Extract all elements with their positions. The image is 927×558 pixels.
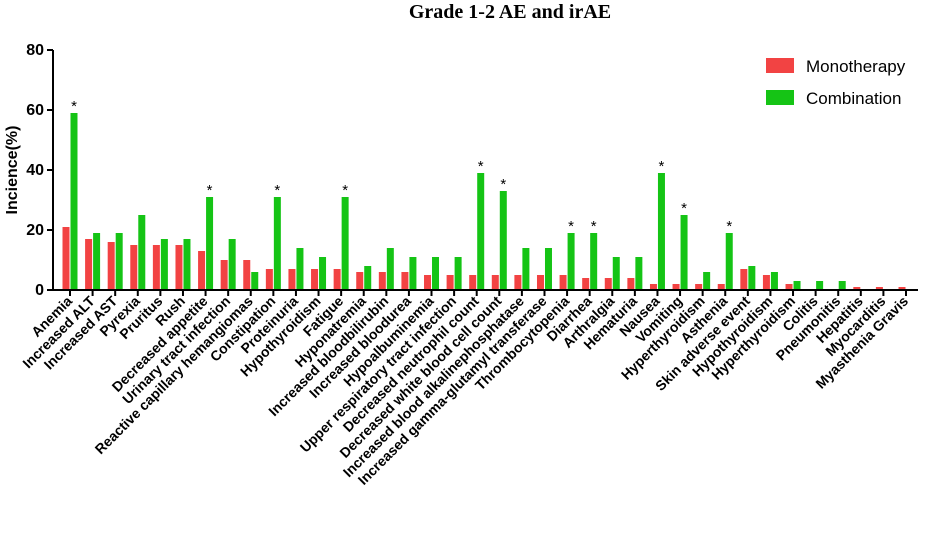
y-tick-label: 60: [26, 102, 44, 119]
bar-combination: [70, 113, 78, 290]
legend-label-combination: Combination: [806, 89, 901, 108]
legend-label-monotherapy: Monotherapy: [806, 57, 906, 76]
bar-monotherapy: [559, 275, 567, 290]
bar-monotherapy: [898, 287, 906, 290]
bar-monotherapy: [491, 275, 499, 290]
bar-combination: [748, 266, 756, 290]
significance-star: *: [659, 158, 665, 175]
significance-star: *: [726, 218, 732, 235]
significance-star: *: [500, 176, 506, 193]
legend-swatch-monotherapy: [766, 58, 794, 73]
bar-monotherapy: [198, 251, 206, 290]
bar-combination: [386, 248, 394, 290]
bar-monotherapy: [536, 275, 544, 290]
bar-combination: [635, 257, 643, 290]
bar-monotherapy: [649, 284, 657, 290]
bar-combination: [93, 233, 101, 290]
bar-combination: [567, 233, 575, 290]
y-tick-label: 0: [35, 282, 44, 299]
bar-monotherapy: [604, 278, 612, 290]
bar-monotherapy: [288, 269, 296, 290]
significance-star: *: [568, 218, 574, 235]
bar-monotherapy: [582, 278, 590, 290]
bar-combination: [454, 257, 462, 290]
bar-combination: [590, 233, 598, 290]
significance-star: *: [342, 182, 348, 199]
significance-star: *: [478, 158, 484, 175]
significance-star: *: [591, 218, 597, 235]
y-tick-label: 20: [26, 222, 44, 239]
bar-combination: [432, 257, 440, 290]
y-tick-label: 40: [26, 162, 44, 179]
bar-combination: [793, 281, 801, 290]
bar-monotherapy: [717, 284, 725, 290]
y-tick-label: 80: [26, 42, 44, 59]
bar-monotherapy: [740, 269, 748, 290]
bar-combination: [703, 272, 711, 290]
bar-combination: [341, 197, 349, 290]
bar-combination: [612, 257, 620, 290]
bars-group: [62, 113, 906, 290]
bar-monotherapy: [853, 287, 861, 290]
bar-monotherapy: [175, 245, 183, 290]
bar-monotherapy: [107, 242, 115, 290]
bar-monotherapy: [875, 287, 883, 290]
bar-combination: [183, 239, 191, 290]
bar-combination: [319, 257, 327, 290]
bar-monotherapy: [333, 269, 341, 290]
bar-combination: [680, 215, 688, 290]
bar-monotherapy: [85, 239, 93, 290]
bar-monotherapy: [311, 269, 319, 290]
bar-monotherapy: [514, 275, 522, 290]
bar-monotherapy: [762, 275, 770, 290]
bar-combination: [725, 233, 733, 290]
bar-combination: [115, 233, 123, 290]
legend: Monotherapy Combination: [766, 57, 906, 108]
bar-combination: [522, 248, 530, 290]
bar-monotherapy: [785, 284, 793, 290]
bar-combination: [206, 197, 214, 290]
significance-star: *: [274, 182, 280, 199]
y-axis-label: Incience(%): [4, 126, 21, 215]
significance-star: *: [71, 98, 77, 115]
bar-monotherapy: [356, 272, 364, 290]
bar-combination: [544, 248, 552, 290]
bar-combination: [409, 257, 417, 290]
bar-combination: [816, 281, 824, 290]
chart-title: Grade 1-2 AE and irAE: [409, 1, 611, 23]
significance-star: *: [207, 182, 213, 199]
bar-monotherapy: [62, 227, 70, 290]
bar-monotherapy: [695, 284, 703, 290]
bar-monotherapy: [401, 272, 409, 290]
bar-monotherapy: [378, 272, 386, 290]
bar-combination: [228, 239, 236, 290]
bar-monotherapy: [243, 260, 251, 290]
bar-combination: [138, 215, 146, 290]
bar-monotherapy: [152, 245, 160, 290]
bar-combination: [657, 173, 665, 290]
bar-combination: [160, 239, 168, 290]
bar-monotherapy: [469, 275, 477, 290]
bar-combination: [499, 191, 507, 290]
bar-combination: [364, 266, 372, 290]
bar-monotherapy: [220, 260, 228, 290]
bar-monotherapy: [265, 269, 273, 290]
bar-monotherapy: [130, 245, 138, 290]
significance-star: *: [681, 200, 687, 217]
y-axis: 0 20 40 60 80: [26, 42, 54, 299]
bar-combination: [770, 272, 778, 290]
bar-monotherapy: [627, 278, 635, 290]
bar-monotherapy: [446, 275, 454, 290]
bar-monotherapy: [424, 275, 432, 290]
bar-combination: [251, 272, 259, 290]
legend-swatch-combination: [766, 90, 794, 105]
bar-combination: [296, 248, 304, 290]
bar-combination: [838, 281, 846, 290]
bar-combination: [273, 197, 281, 290]
significance-marks: * * * * * * * * * * *: [71, 98, 732, 235]
bar-monotherapy: [672, 284, 680, 290]
bar-combination: [477, 173, 485, 290]
